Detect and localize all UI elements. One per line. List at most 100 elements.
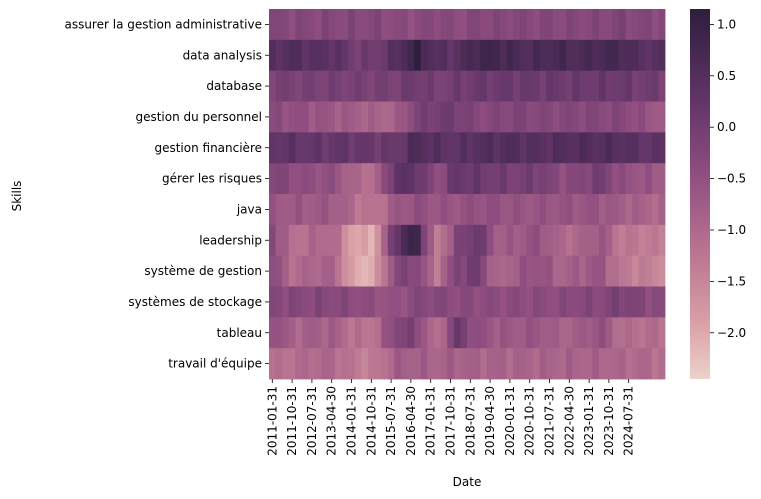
heatmap-cell <box>394 317 402 349</box>
heatmap-cell <box>321 224 329 257</box>
heatmap-cell <box>315 70 323 102</box>
heatmap-cell <box>302 9 309 41</box>
heatmap-cell <box>401 317 408 349</box>
heatmap-cell <box>288 348 296 380</box>
heatmap-cell <box>552 9 560 41</box>
heatmap-cell <box>552 70 560 102</box>
heatmap-cell <box>506 163 514 195</box>
heatmap-cell <box>335 39 342 72</box>
heatmap-cell <box>585 255 593 287</box>
heatmap-cell <box>612 70 620 102</box>
heatmap-cell <box>354 70 362 102</box>
heatmap-cell <box>348 163 356 195</box>
heatmap-cell <box>579 39 587 72</box>
heatmap-cell <box>605 132 613 164</box>
heatmap-cell <box>354 163 362 195</box>
heatmap-cell <box>295 224 303 257</box>
heatmap-cell <box>288 132 296 164</box>
heatmap-cell <box>440 163 448 195</box>
heatmap-cell <box>533 132 540 164</box>
heatmap-cell <box>500 9 507 41</box>
heatmap-cell <box>605 286 613 318</box>
heatmap-cell <box>394 70 402 102</box>
heatmap-cell <box>440 317 448 349</box>
heatmap-cell <box>374 255 382 287</box>
heatmap-cell <box>308 255 316 287</box>
y-tick-label: tableau <box>217 326 262 340</box>
heatmap-cell <box>394 286 402 318</box>
heatmap-cell <box>420 39 428 72</box>
heatmap-cell <box>559 9 567 41</box>
heatmap-cell <box>559 39 567 72</box>
heatmap-cell <box>618 132 626 164</box>
y-tick-label: leadership <box>199 233 262 247</box>
heatmap-cell <box>453 101 461 133</box>
heatmap-cell <box>282 163 290 195</box>
colorbar-tick-label: 0.0 <box>717 120 736 134</box>
heatmap-cell <box>592 348 600 380</box>
heatmap-cell <box>295 255 303 287</box>
heatmap-cell <box>394 224 402 257</box>
heatmap-cell <box>282 132 290 164</box>
heatmap-cell <box>658 101 666 133</box>
heatmap-cell <box>493 163 501 195</box>
heatmap-cell <box>486 317 494 349</box>
heatmap-cell <box>460 132 468 164</box>
heatmap-cell <box>282 9 290 41</box>
heatmap-cell <box>354 194 362 226</box>
heatmap-cell <box>566 39 573 72</box>
colorbar-tick-label: 0.5 <box>717 69 736 83</box>
heatmap-cell <box>579 70 587 102</box>
heatmap-cell <box>381 101 389 133</box>
heatmap-cell <box>632 39 639 72</box>
heatmap-cell <box>625 286 633 318</box>
heatmap-cell <box>341 317 349 349</box>
heatmap-cell <box>658 132 666 164</box>
heatmap-cell <box>348 255 356 287</box>
heatmap-cell <box>275 317 283 349</box>
heatmap-cell <box>440 224 448 257</box>
heatmap-cell <box>368 286 375 318</box>
heatmap-cell <box>282 224 290 257</box>
y-tick-label: travail d'équipe <box>168 357 262 371</box>
heatmap-cell <box>486 163 494 195</box>
heatmap-cell <box>599 194 606 226</box>
heatmap-cell <box>348 317 356 349</box>
heatmap-cell <box>321 286 329 318</box>
heatmap-cell <box>579 224 587 257</box>
heatmap-cell <box>592 9 600 41</box>
heatmap-cell <box>638 9 646 41</box>
heatmap-cell <box>618 194 626 226</box>
heatmap-cell <box>295 286 303 318</box>
heatmap-cell <box>506 101 514 133</box>
heatmap-cell <box>269 132 276 164</box>
heatmap-cell <box>526 255 534 287</box>
heatmap-cell <box>585 101 593 133</box>
heatmap-cell <box>381 9 389 41</box>
heatmap-cell <box>401 101 408 133</box>
heatmap-cell <box>599 348 606 380</box>
heatmap-cell <box>493 194 501 226</box>
heatmap-cell <box>473 317 481 349</box>
heatmap-cell <box>559 286 567 318</box>
heatmap-cell <box>526 70 534 102</box>
x-tick-label: 2011-01-31 <box>265 386 279 456</box>
x-tick-label: 2015-07-31 <box>384 386 398 456</box>
heatmap-cell <box>407 194 415 226</box>
heatmap-cell <box>348 224 356 257</box>
heatmap-cell <box>447 9 455 41</box>
heatmap-cell <box>572 39 580 72</box>
colorbar-tick-label: −0.5 <box>717 172 746 186</box>
heatmap-cell <box>546 39 554 72</box>
heatmap-cell <box>282 70 290 102</box>
heatmap-cell <box>447 132 455 164</box>
heatmap-cell <box>500 348 507 380</box>
heatmap-cell <box>467 317 474 349</box>
heatmap-cell <box>434 348 441 380</box>
heatmap-cell <box>282 39 290 72</box>
heatmap-cell <box>539 194 547 226</box>
heatmap-cell <box>473 194 481 226</box>
heatmap-cell <box>467 224 474 257</box>
heatmap-cell <box>651 39 659 72</box>
heatmap-cell <box>460 286 468 318</box>
